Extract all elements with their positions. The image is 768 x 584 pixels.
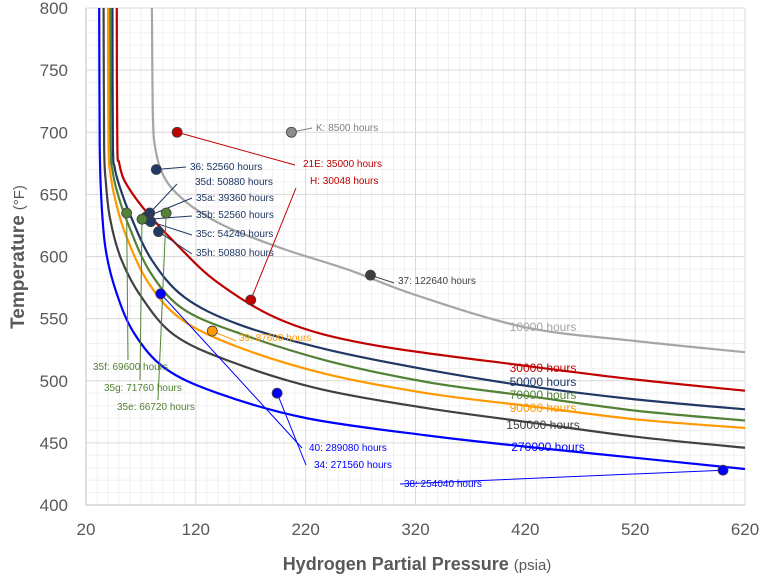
x-tick-label: 120 — [182, 520, 210, 539]
point-label: H: 30048 hours — [310, 176, 378, 187]
y-tick-label: 550 — [40, 310, 68, 329]
point-label: K: 8500 hours — [316, 123, 378, 134]
curve-30000-hours — [115, 7, 746, 392]
point-label: 35h: 50880 hours — [196, 248, 274, 259]
x-axis-unit: (psia) — [514, 557, 552, 574]
axes — [85, 8, 745, 506]
y-tick-label: 400 — [40, 496, 68, 515]
x-axis-title-text: Hydrogen Partial Pressure — [283, 554, 509, 574]
leader-line — [126, 213, 129, 361]
point-label: 35a: 39360 hours — [196, 193, 274, 204]
point-label: 35e: 66720 hours — [117, 402, 195, 413]
point-label: 35f: 69600 hours — [93, 362, 168, 373]
y-tick-label: 600 — [40, 248, 68, 267]
curve-label: 10000 hours — [510, 320, 577, 334]
data-point — [121, 207, 133, 219]
data-point — [365, 269, 376, 281]
curve-90000-hours — [106, 7, 746, 430]
data-point — [171, 126, 183, 138]
point-label: 35d: 50880 hours — [195, 177, 273, 188]
leader-line — [157, 212, 167, 401]
data-point — [717, 464, 729, 476]
leader-line — [139, 219, 143, 381]
point-label: 40: 289080 hours — [309, 443, 387, 454]
leader-line — [158, 231, 193, 255]
data-point — [160, 207, 172, 219]
point-label: 39: 87600 hours — [239, 333, 311, 344]
y-tick-label: 650 — [40, 185, 68, 204]
point-labels: K: 8500 hours 21E: 35000 hours H: 30048 ho… — [93, 123, 482, 490]
y-tick-label: 750 — [40, 61, 68, 80]
data-point — [285, 126, 297, 138]
leader-line — [160, 293, 303, 449]
curve-10000-hours — [150, 7, 746, 354]
x-tick-label: 520 — [621, 520, 649, 539]
leader-line — [250, 187, 297, 301]
point-label: 35c: 54240 hours — [196, 229, 273, 240]
x-axis-title: Hydrogen Partial Pressure (psia) — [283, 554, 552, 574]
curves — [98, 7, 746, 471]
leader-lines — [126, 127, 724, 485]
y-tick-label: 700 — [40, 123, 68, 142]
y-axis-unit: (°F) — [11, 185, 28, 210]
x-tick-label: 220 — [291, 520, 319, 539]
point-label: 21E: 35000 hours — [303, 159, 382, 170]
curve-50000-hours — [111, 7, 746, 411]
curve-label: 150000 hours — [506, 418, 579, 432]
y-tick-label: 800 — [40, 0, 68, 18]
curve-label: 70000 hours — [510, 388, 577, 402]
data-point — [245, 294, 257, 306]
y-tick-labels: 400 450 500 550 600 650 700 750 800 — [40, 0, 68, 515]
leader-line — [150, 221, 193, 236]
leader-line — [149, 183, 178, 214]
x-tick-label: 20 — [77, 520, 96, 539]
curve-270000-hours — [98, 7, 746, 471]
data-point — [153, 226, 164, 238]
data-point — [150, 164, 162, 175]
x-tick-label: 320 — [401, 520, 429, 539]
y-axis-title-text: Temperature — [8, 215, 29, 329]
y-tick-label: 500 — [40, 372, 68, 391]
point-label: 34: 271560 hours — [314, 460, 392, 471]
point-label: 35b: 52560 hours — [196, 210, 274, 221]
curve-label: 90000 hours — [510, 401, 577, 415]
leader-line — [399, 469, 724, 485]
x-tick-label: 420 — [511, 520, 539, 539]
curve-150000-hours — [102, 7, 746, 449]
data-point — [155, 288, 167, 300]
point-label: 38: 254040 hours — [404, 479, 482, 490]
y-tick-label: 450 — [40, 434, 68, 453]
data-points — [121, 126, 729, 476]
curve-label: 50000 hours — [510, 375, 577, 389]
y-axis-title: Temperature (°F) — [8, 185, 29, 329]
point-label: 37: 122640 hours — [398, 276, 476, 287]
point-label: 36: 52560 hours — [190, 162, 262, 173]
curve-70000-hours — [109, 7, 746, 422]
x-tick-labels: 20 120 220 320 420 520 620 — [77, 520, 760, 539]
x-tick-label: 620 — [731, 520, 759, 539]
data-point — [271, 387, 283, 399]
data-point — [136, 213, 148, 225]
data-point — [206, 325, 218, 337]
point-label: 35g: 71760 hours — [104, 383, 182, 394]
curve-label: 270000 hours — [511, 440, 584, 454]
leader-line — [276, 392, 307, 466]
leader-line — [177, 131, 296, 166]
curve-label: 30000 hours — [510, 361, 577, 375]
